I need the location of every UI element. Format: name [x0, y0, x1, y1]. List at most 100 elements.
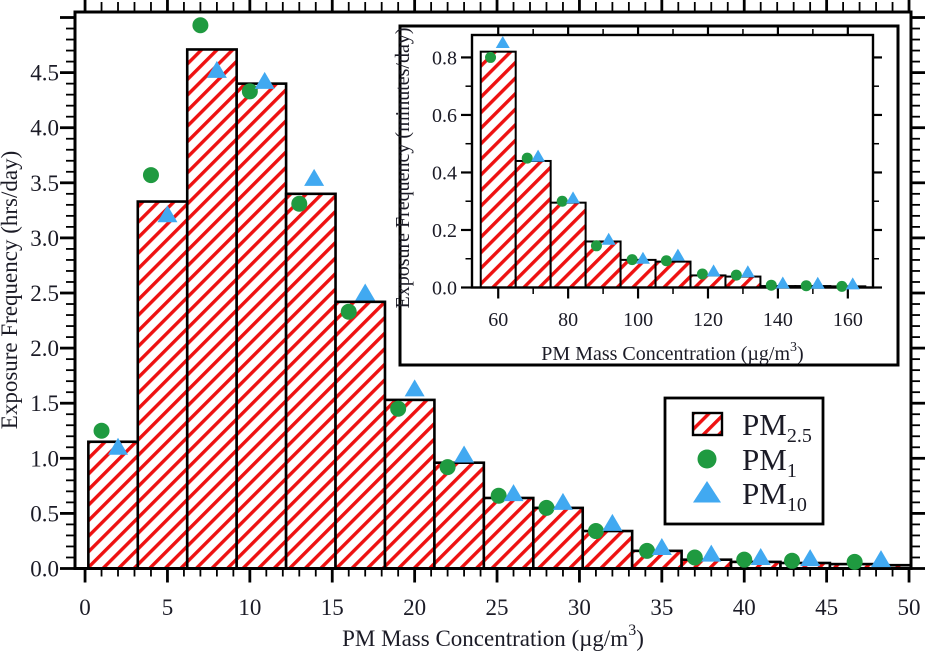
pm25-bar — [482, 496, 535, 570]
pm1-marker — [639, 542, 655, 559]
pm25-bar — [136, 200, 189, 570]
pm10-marker — [108, 437, 129, 455]
y-tick-label: 0.5 — [30, 501, 59, 526]
pm10-marker — [495, 36, 510, 49]
pm10-marker — [454, 445, 475, 463]
legend-item-pm1: PM1 — [697, 442, 797, 482]
pm10-marker — [670, 248, 685, 261]
inset-pm10-series — [495, 36, 860, 290]
pm1-marker — [439, 459, 456, 476]
pm10-marker — [157, 205, 178, 223]
main-pm10-series — [108, 60, 892, 568]
pm1-marker — [587, 523, 604, 540]
main-pm25-bars — [87, 48, 913, 570]
pm10-marker — [740, 265, 755, 278]
pm1-marker — [590, 240, 602, 252]
main-axis-ticks — [60, 0, 925, 583]
main-chart: 0 5 10 15 20 25 30 35 40 45 50 0.0 0.5 1.0 1.5 2.0 2.5 3.… — [0, 0, 925, 651]
main-x-axis-title: PM Mass Concentration (µg/m3) — [342, 622, 644, 651]
pm10-marker — [552, 492, 573, 510]
pm25-bar — [514, 159, 552, 289]
x-tick-label: 50 — [898, 595, 921, 620]
pm25-legend-swatch — [691, 411, 724, 437]
main-plot-frame — [73, 10, 913, 570]
pm25-bar — [654, 260, 692, 289]
pm1-marker — [660, 255, 672, 267]
pm10-marker — [775, 276, 790, 289]
x-tick-label: 15 — [321, 595, 344, 620]
pm10-marker — [355, 283, 376, 301]
pm1-marker — [142, 167, 159, 184]
pm10-marker — [750, 547, 771, 565]
pm1-marker — [291, 195, 308, 212]
pm10-marker — [304, 168, 325, 186]
x-tick-label: 35 — [650, 595, 673, 620]
pm10-marker — [503, 484, 524, 502]
pm1-marker — [485, 51, 497, 63]
y-tick-label: 4.0 — [30, 116, 59, 141]
pm1-marker — [836, 280, 848, 292]
y-tick-label: 0.6 — [432, 105, 457, 127]
pm25-bar — [479, 50, 517, 289]
x-tick-label: 10 — [238, 595, 261, 620]
pm25-bar — [689, 274, 727, 289]
pm10-marker — [566, 191, 581, 204]
y-tick-label: 0.0 — [432, 278, 457, 300]
y-tick-label: 0.4 — [432, 162, 457, 184]
inset-pm25-bars — [479, 50, 867, 289]
pm10-marker — [701, 544, 722, 562]
inset-plot-frame — [470, 33, 875, 289]
pm10-marker — [651, 538, 672, 556]
x-tick-label: 30 — [568, 595, 591, 620]
pm25-bar — [584, 240, 622, 289]
y-tick-label: 0.0 — [30, 557, 59, 582]
pm10-marker — [404, 379, 425, 397]
pm1-marker — [686, 549, 703, 566]
pm25-bar — [581, 529, 634, 570]
x-tick-label: 0 — [79, 595, 91, 620]
main-y-axis-title: Exposure Frequency (hrs/day) — [0, 151, 22, 429]
x-tick-label: 120 — [693, 309, 723, 331]
x-tick-label: 140 — [763, 309, 793, 331]
pm25-bar — [724, 275, 762, 289]
y-tick-label: 4.5 — [30, 61, 59, 86]
x-tick-label: 100 — [623, 309, 653, 331]
y-tick-label: 2.5 — [30, 281, 59, 306]
y-tick-label: 1.5 — [30, 391, 59, 416]
pm1-marker — [626, 254, 638, 266]
legend-item-pm2.5: PM2.5 — [691, 407, 812, 447]
y-tick-label: 2.0 — [30, 336, 59, 361]
pm25-bar — [185, 48, 238, 570]
pm25-bar — [433, 461, 486, 570]
inset-axis-ticks — [461, 26, 882, 299]
x-tick-label: 60 — [488, 309, 508, 331]
x-tick-label: 25 — [486, 595, 509, 620]
y-tick-label: 3.5 — [30, 171, 59, 196]
y-tick-label: 1.0 — [30, 446, 59, 471]
x-tick-label: 5 — [162, 595, 174, 620]
inset-axis-tick-labels: 60 80 100 120 140 160 0.0 0.2 0.4 0.6 0.8 — [432, 47, 863, 331]
pm1-marker — [538, 499, 555, 516]
y-tick-label: 0.8 — [432, 47, 457, 69]
pm1-marker — [93, 422, 110, 439]
pm10-legend-marker — [693, 481, 721, 503]
pm10-marker — [810, 276, 825, 289]
pm10-marker — [254, 71, 275, 89]
pm25-bar — [383, 398, 436, 570]
legend-item-pm10: PM10 — [693, 476, 807, 516]
pm1-marker — [390, 400, 407, 417]
inset-chart: 60 80 100 120 140 160 0.0 0.2 0.4 0.6 0.8 PM Mass C… — [392, 26, 882, 365]
legend-label: PM10 — [742, 476, 807, 516]
inset-y-axis-title: Exposure Frequency (minutes/day) — [392, 27, 414, 308]
pm10-marker — [206, 60, 227, 78]
pm25-bar — [284, 192, 337, 570]
pm1-marker — [521, 152, 533, 164]
pm25-bar — [235, 82, 288, 570]
pm1-marker — [730, 269, 742, 281]
y-tick-label: 0.2 — [432, 220, 457, 242]
pm25-bar — [549, 201, 587, 289]
pm25-bar — [619, 258, 657, 289]
